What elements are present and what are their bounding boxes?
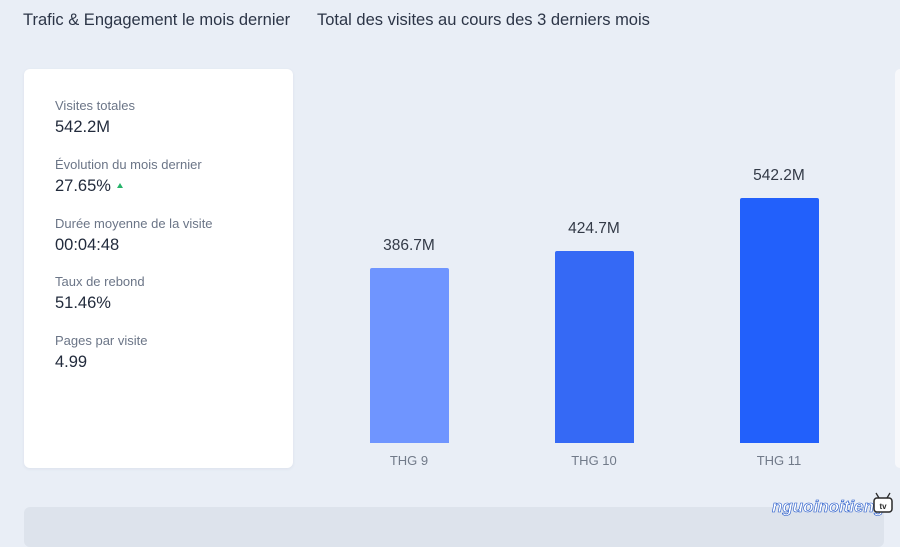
x-tick-label: THG 11 [756,453,802,468]
stat-pages-per-visit: Pages par visite 4.99 [55,333,148,373]
bar-value-label: 542.2M [753,167,805,184]
stat-value: 27.65% [55,177,111,195]
visits-bar-chart: 386.7M THG 9 424.7M THG 10 542.2M THG 11 [300,0,890,532]
stat-value: 00:04:48 [55,236,120,254]
section-title: Trafic & Engagement le mois dernier [23,11,291,29]
watermark-logo: nguoinoitieng tv [770,488,895,524]
stat-label: Évolution du mois dernier [55,157,202,172]
stat-bounce-rate: Taux de rebond 51.46% [55,274,145,314]
stat-label: Durée moyenne de la visite [55,216,213,231]
bar [739,198,819,443]
bottom-panel [24,507,884,547]
stat-avg-duration: Durée moyenne de la visite 00:04:48 [55,216,213,256]
x-tick-label: THG 10 [571,453,617,468]
trend-up-icon [116,183,123,188]
stat-label: Visites totales [55,98,135,113]
bar [369,268,449,443]
watermark-text: nguoinoitieng [772,497,885,516]
stat-value: 51.46% [55,294,111,312]
stat-total-visits: Visites totales 542.2M [55,98,135,138]
stat-value: 542.2M [55,118,111,136]
stat-value: 4.99 [55,353,88,371]
watermark-logo-graphic: nguoinoitieng tv [772,492,893,516]
bar-value-label: 386.7M [383,237,435,254]
stat-label: Taux de rebond [55,274,145,289]
chart-title: Total des visites au cours des 3 dernier… [317,11,650,29]
side-card-edge [895,69,900,468]
stat-monthly-change: Évolution du mois dernier 27.65% [55,157,202,197]
watermark-suffix: tv [879,502,887,511]
x-tick-label: THG 9 [389,453,429,468]
stats-card: Visites totales 542.2M Évolution du mois… [24,69,293,468]
tv-icon: tv [873,492,893,513]
bar-value-label: 424.7M [568,220,620,237]
bar [554,251,634,443]
stat-label: Pages par visite [55,333,148,348]
